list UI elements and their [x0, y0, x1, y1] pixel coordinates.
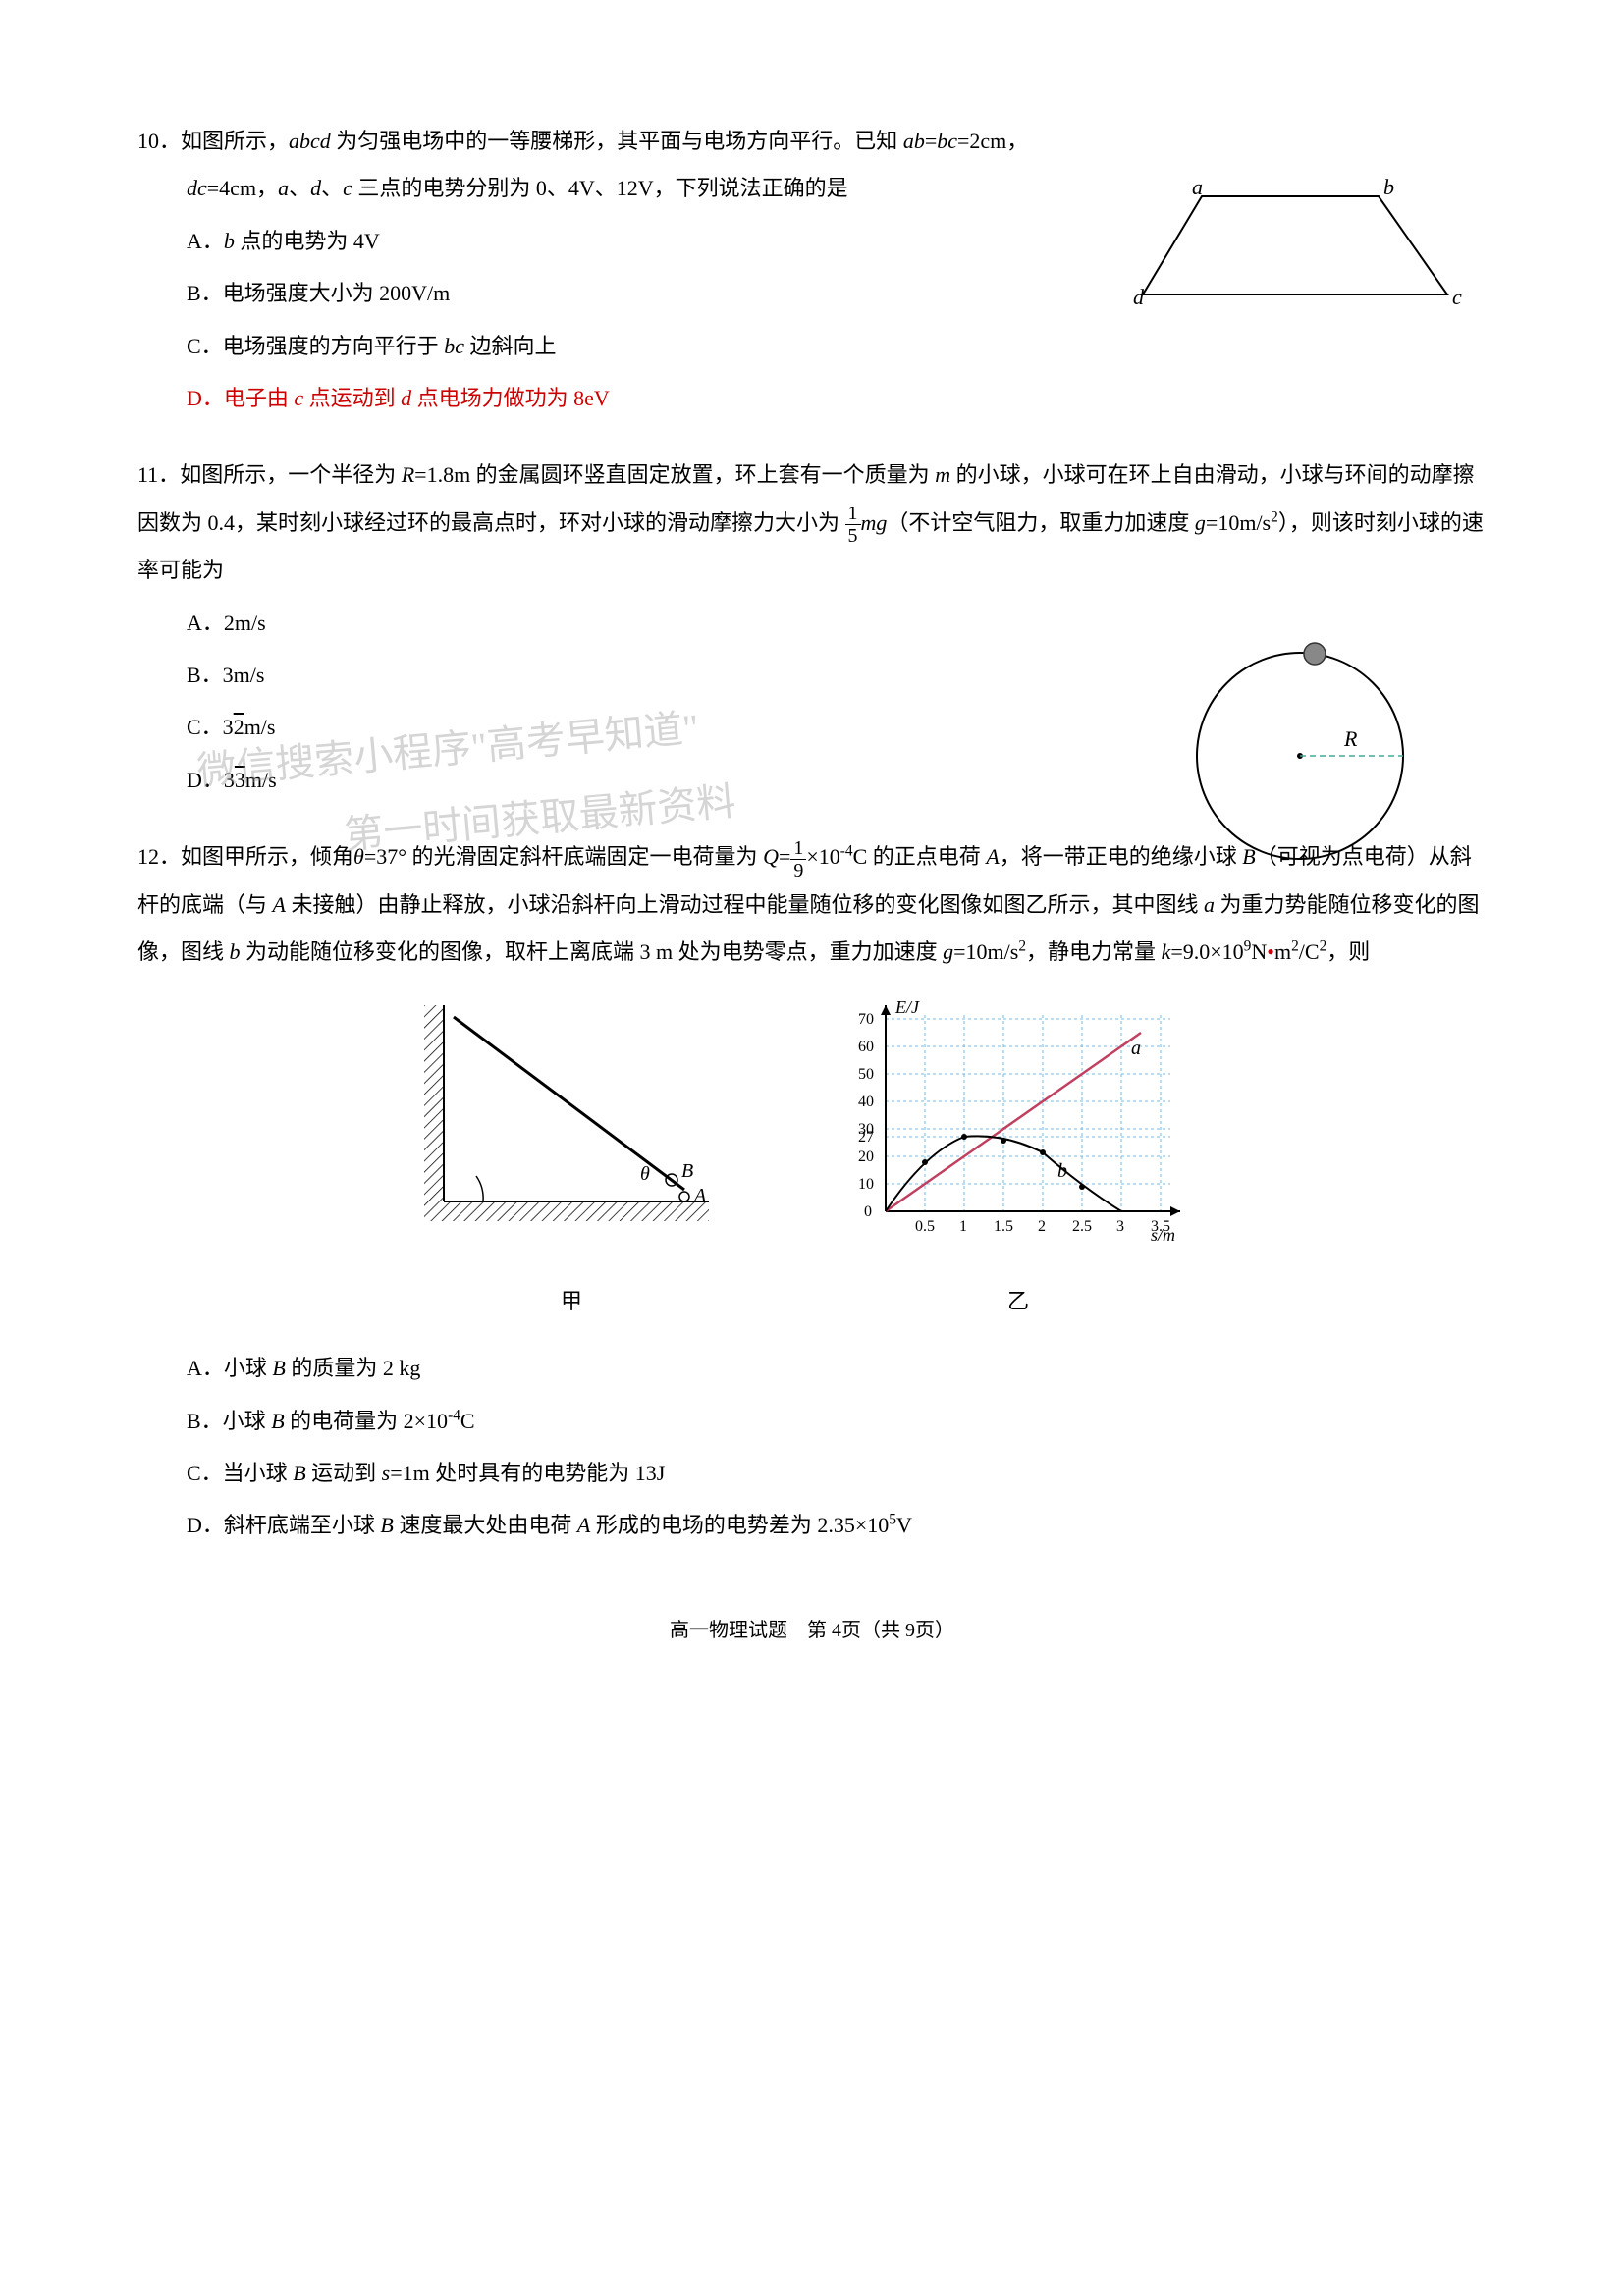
- question-10: 10．如图所示，abcd 为匀强电场中的一等腰梯形，其平面与电场方向平行。已知 …: [137, 118, 1487, 422]
- svg-text:40: 40: [858, 1094, 874, 1110]
- svg-text:50: 50: [858, 1066, 874, 1083]
- fraction-1-9: 19: [790, 837, 806, 881]
- svg-text:30: 30: [858, 1121, 874, 1138]
- question-11: 11．如图所示，一个半径为 R=1.8m 的金属圆环竖直固定放置，环上套有一个质…: [137, 452, 1487, 804]
- fig2-label: 乙: [837, 1278, 1200, 1325]
- q12-option-c: C．当小球 B 运动到 s=1m 处时具有的电势能为 13J: [187, 1450, 1487, 1497]
- svg-text:20: 20: [858, 1148, 874, 1165]
- fig1-theta: θ: [640, 1163, 650, 1185]
- q12-option-a: A．小球 B 的质量为 2 kg: [187, 1345, 1487, 1392]
- page-footer: 高一物理试题 第 4页（共 9页）: [137, 1609, 1487, 1652]
- label-R: R: [1343, 726, 1358, 751]
- svg-text:70: 70: [858, 1011, 874, 1028]
- q12-option-d: D．斜杆底端至小球 B 速度最大处由电荷 A 形成的电场的电势差为 2.35×1…: [187, 1502, 1487, 1549]
- fig1-B: B: [681, 1160, 693, 1182]
- q12-diagrams: θ B A 甲: [137, 995, 1487, 1325]
- svg-text:2: 2: [1038, 1218, 1046, 1235]
- fig1-A: A: [692, 1185, 707, 1206]
- svg-text:0: 0: [864, 1203, 872, 1220]
- label-d: d: [1133, 285, 1145, 309]
- q12-fig-jia: θ B A 甲: [424, 1005, 719, 1325]
- svg-text:2.5: 2.5: [1072, 1218, 1092, 1235]
- svg-text:3: 3: [1116, 1218, 1124, 1235]
- q10-option-c: C．电场强度的方向平行于 bc 边斜向上: [187, 323, 1487, 370]
- q12-option-b: B．小球 B 的电荷量为 2×10-4C: [187, 1398, 1487, 1445]
- q12-number: 12．: [137, 844, 181, 869]
- label-b: b: [1383, 177, 1394, 199]
- svg-text:0.5: 0.5: [915, 1218, 935, 1235]
- q10-option-d: D．电子由 c 点运动到 d 点电场力做功为 8eV: [187, 375, 1487, 422]
- svg-text:1.5: 1.5: [994, 1218, 1013, 1235]
- question-12: 12．如图甲所示，倾角θ=37° 的光滑固定斜杆底端固定一电荷量为 Q=19×1…: [137, 833, 1487, 1550]
- chart-line-a: a: [1131, 1038, 1141, 1059]
- q12-stem: 12．如图甲所示，倾角θ=37° 的光滑固定斜杆底端固定一电荷量为 Q=19×1…: [137, 833, 1487, 976]
- svg-text:3.5: 3.5: [1151, 1218, 1170, 1235]
- fig1-label: 甲: [424, 1278, 719, 1325]
- energy-chart: a b E/J s/m 0 10 20 27 30 40 50 60 70 0.…: [837, 995, 1200, 1260]
- q11-stem: 11．如图所示，一个半径为 R=1.8m 的金属圆环竖直固定放置，环上套有一个质…: [137, 452, 1487, 594]
- q11-number: 11．: [137, 462, 180, 487]
- label-c: c: [1452, 285, 1462, 309]
- fraction-1-5: 15: [845, 503, 861, 547]
- svg-text:10: 10: [858, 1176, 874, 1193]
- q12-fig-yi: a b E/J s/m 0 10 20 27 30 40 50 60 70 0.…: [837, 995, 1200, 1325]
- label-a: a: [1192, 177, 1203, 199]
- svg-text:60: 60: [858, 1039, 874, 1055]
- chart-line-b: b: [1057, 1160, 1067, 1182]
- q10-number: 10．: [137, 129, 181, 153]
- trapezoid-diagram: a b c d: [1133, 177, 1467, 324]
- chart-y-label: E/J: [894, 997, 920, 1017]
- q12-options: A．小球 B 的质量为 2 kg B．小球 B 的电荷量为 2×10-4C C．…: [137, 1345, 1487, 1550]
- svg-text:1: 1: [959, 1218, 967, 1235]
